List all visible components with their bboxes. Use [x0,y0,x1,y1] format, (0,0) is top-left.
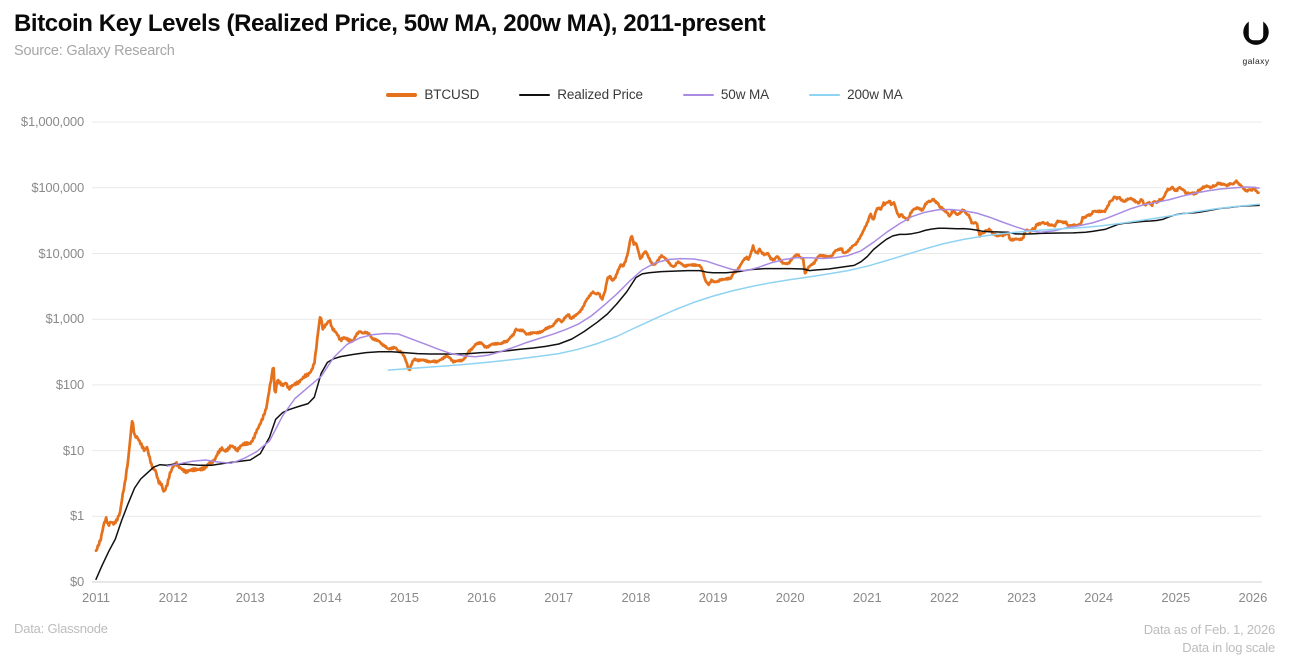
page-title: Bitcoin Key Levels (Realized Price, 50w … [14,10,766,37]
y-tick-label: $100 [55,376,84,392]
galaxy-logo-label: galaxy [1242,56,1270,66]
legend-label: BTCUSD [424,87,480,102]
y-tick-label: $1 [69,508,84,524]
y-tick-label: $10 [62,442,84,458]
x-tick-label: 2013 [235,590,265,605]
legend-item-btcusd: BTCUSD [386,87,479,102]
legend-swatch-icon [682,93,714,96]
legend-item-50w-ma: 50w MA [682,87,770,102]
x-tick-label: 2018 [621,590,651,605]
x-tick-label: 2025 [1161,590,1191,605]
series-line-50w-ma [166,186,1260,467]
series-line-realized-price [95,204,1260,581]
y-tick-label: $1,000,000 [20,114,84,130]
x-tick-label: 2022 [929,590,959,605]
x-tick-label: 2020 [775,590,805,605]
x-tick-label: 2016 [467,590,497,605]
y-tick-label: $10,000 [38,245,84,261]
x-tick-label: 2012 [158,590,188,605]
series-line-200w-ma [387,203,1260,371]
chart-legend: BTCUSD Realized Price 50w MA 200w MA [0,87,1289,102]
legend-label: 200w MA [847,87,903,102]
legend-item-realized-price: Realized Price [519,87,643,102]
x-tick-label: 2015 [390,590,419,605]
legend-item-200w-ma: 200w MA [809,87,903,102]
y-tick-label: $1,000 [45,311,84,327]
chart-source-subtitle: Source: Galaxy Research [14,43,175,59]
galaxy-logo: galaxy [1234,16,1278,66]
x-tick-label: 2021 [852,590,882,605]
footer-as-of-date: Data as of Feb. 1, 2026 [1143,622,1275,637]
x-tick-label: 2014 [312,590,342,605]
x-tick-label: 2026 [1238,590,1268,605]
x-tick-label: 2011 [82,590,110,605]
y-tick-label: $0 [69,574,84,589]
series-line-btcusd [94,179,1260,553]
galaxy-logo-icon [1243,17,1269,45]
legend-label: Realized Price [557,87,643,102]
legend-swatch-icon [386,92,418,97]
y-tick-label: $100,000 [31,179,84,195]
x-tick-label: 2024 [1084,590,1114,605]
footer-log-scale-note: Data in log scale [1182,640,1275,655]
legend-swatch-icon [809,93,841,96]
legend-label: 50w MA [720,87,770,102]
x-tick-label: 2017 [544,590,574,605]
footer-notes: Data as of Feb. 1, 2026 Data in log scal… [1144,621,1275,657]
legend-swatch-icon [519,93,551,96]
footer-data-source: Data: Glassnode [14,621,108,636]
x-tick-label: 2023 [1007,590,1036,605]
x-tick-label: 2019 [698,590,728,605]
